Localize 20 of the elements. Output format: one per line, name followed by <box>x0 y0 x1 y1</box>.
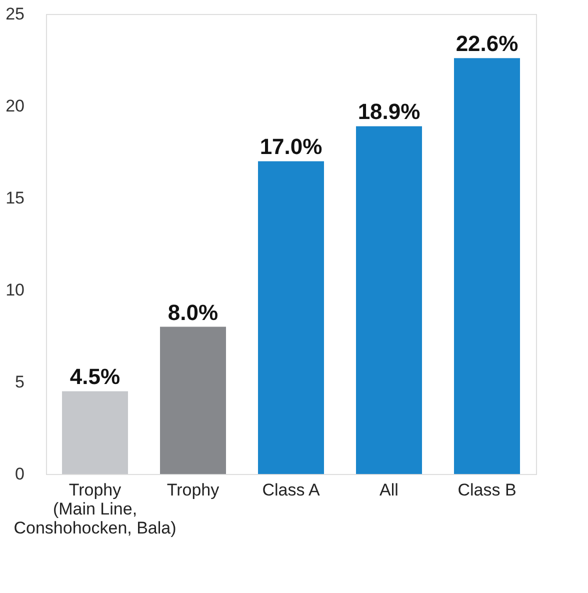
y-tick-label: 25 <box>6 4 24 24</box>
data-label: 18.9% <box>358 99 420 124</box>
x-tick-label: Trophy <box>166 480 220 500</box>
data-label: 17.0% <box>260 134 322 160</box>
y-tick-label: 20 <box>6 96 24 116</box>
data-label: 22.6% <box>456 31 518 56</box>
y-tick-label: 15 <box>6 188 24 208</box>
bar <box>160 326 226 474</box>
bar <box>356 126 422 474</box>
bar <box>454 58 520 474</box>
y-tick-label: 0 <box>15 464 24 484</box>
y-tick-label: 5 <box>15 372 24 392</box>
x-tick-label: Class A <box>262 480 320 500</box>
data-label: 8.0% <box>168 300 218 325</box>
data-label: 4.5% <box>70 364 120 390</box>
bar <box>258 161 324 474</box>
x-tick-label: Class B <box>458 480 516 500</box>
x-tick-label: All <box>380 480 398 500</box>
bar <box>62 391 128 474</box>
y-tick-label: 10 <box>6 280 24 300</box>
